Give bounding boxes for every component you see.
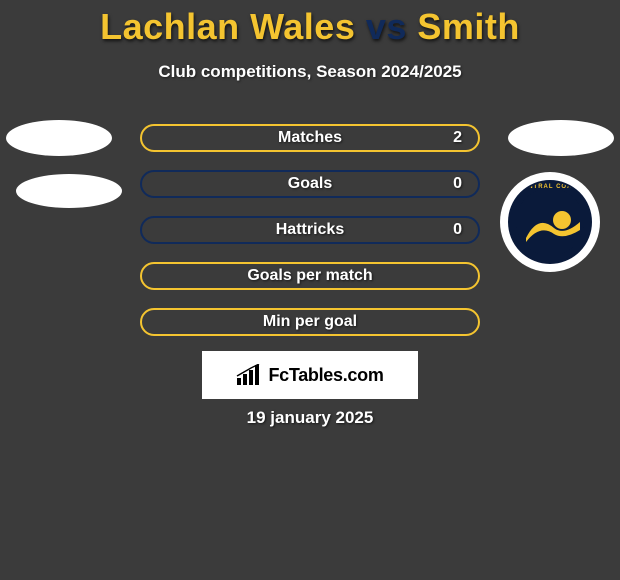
right-player-badge-1 [508,120,614,156]
stat-row-goals: Goals 0 [140,170,480,198]
stat-label: Min per goal [263,313,357,331]
stat-label: Goals [288,175,332,193]
stat-label: Hattricks [276,221,344,239]
comparison-card: Lachlan Wales vs Smith Club competitions… [0,0,620,580]
stat-label: Matches [278,129,342,147]
player-right-name: Smith [417,6,520,47]
stat-value-right: 2 [453,129,462,147]
vs-separator: vs [355,6,417,47]
bar-chart-icon [236,364,262,386]
stat-row-goals-per-match: Goals per match [140,262,480,290]
left-player-badge-2 [16,174,122,208]
stat-row-min-per-goal: Min per goal [140,308,480,336]
stat-value-right: 0 [453,221,462,239]
club-logo-wave-icon [524,206,584,246]
right-club-badge: CENTRAL COAST [500,172,600,272]
club-logo-icon: CENTRAL COAST [508,180,592,264]
stat-label: Goals per match [247,267,372,285]
stat-rows: Matches 2 Goals 0 Hattricks 0 Goals per … [140,124,480,354]
page-title: Lachlan Wales vs Smith [0,0,620,48]
subtitle: Club competitions, Season 2024/2025 [0,62,620,82]
date-text: 19 january 2025 [0,408,620,428]
stat-value-right: 0 [453,175,462,193]
stat-row-matches: Matches 2 [140,124,480,152]
brand-text: FcTables.com [268,365,383,386]
stat-row-hattricks: Hattricks 0 [140,216,480,244]
left-player-badge-1 [6,120,112,156]
brand-banner: FcTables.com [202,351,418,399]
player-left-name: Lachlan Wales [100,6,355,47]
